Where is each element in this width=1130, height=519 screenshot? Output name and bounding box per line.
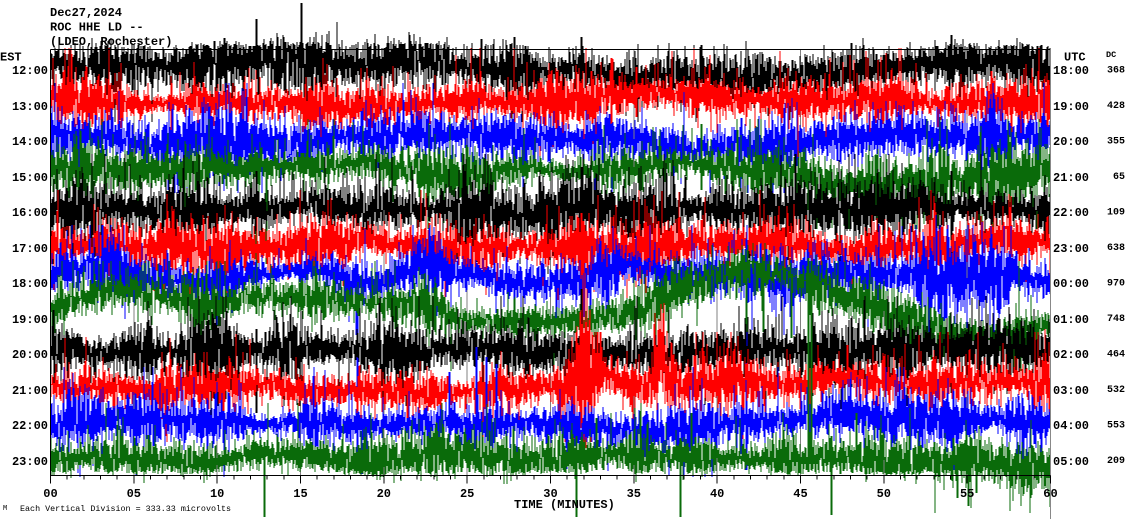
svg-text:12:00: 12:00 [12, 64, 48, 78]
svg-text:18:00: 18:00 [12, 277, 48, 291]
svg-text:05: 05 [127, 487, 141, 501]
svg-text:14:00: 14:00 [12, 135, 48, 149]
svg-text:18:00: 18:00 [1053, 64, 1089, 78]
svg-text:22:00: 22:00 [12, 419, 48, 433]
svg-text:04:00: 04:00 [1053, 419, 1089, 433]
svg-text:15:00: 15:00 [12, 171, 48, 185]
svg-text:970: 970 [1107, 278, 1125, 289]
svg-text:553: 553 [1107, 420, 1125, 431]
svg-text:20: 20 [377, 487, 391, 501]
svg-text:532: 532 [1107, 385, 1125, 396]
svg-text:748: 748 [1107, 314, 1125, 325]
svg-text:00: 00 [43, 487, 57, 501]
svg-text:355: 355 [1107, 136, 1125, 147]
svg-text:35: 35 [627, 487, 641, 501]
svg-text:50: 50 [877, 487, 891, 501]
svg-text:19:00: 19:00 [1053, 100, 1089, 114]
svg-text:30: 30 [543, 487, 557, 501]
svg-text:15: 15 [293, 487, 307, 501]
svg-text:17:00: 17:00 [12, 242, 48, 256]
svg-text:03:00: 03:00 [1053, 384, 1089, 398]
svg-text:20:00: 20:00 [1053, 135, 1089, 149]
svg-text:65: 65 [1113, 172, 1125, 183]
svg-text:10: 10 [210, 487, 224, 501]
svg-text:16:00: 16:00 [12, 206, 48, 220]
svg-text:M: M [3, 505, 7, 513]
svg-text:23:00: 23:00 [12, 455, 48, 469]
svg-text:01:00: 01:00 [1053, 313, 1089, 327]
svg-text:(LDEO, Rochester): (LDEO, Rochester) [50, 35, 172, 49]
svg-text:109: 109 [1107, 207, 1125, 218]
svg-text:25: 25 [460, 487, 474, 501]
svg-text:00:00: 00:00 [1053, 277, 1089, 291]
svg-text:55: 55 [960, 487, 974, 501]
svg-text:21:00: 21:00 [12, 384, 48, 398]
svg-text:Dec27,2024: Dec27,2024 [50, 6, 122, 20]
svg-text:UTC: UTC [1064, 51, 1086, 65]
svg-text:464: 464 [1107, 349, 1125, 360]
svg-text:Each Vertical Division = 333.: Each Vertical Division = 333.33 microvol… [20, 504, 231, 514]
svg-text:EST: EST [0, 51, 22, 65]
svg-text:60: 60 [1043, 487, 1057, 501]
svg-text:TIME (MINUTES): TIME (MINUTES) [514, 498, 615, 512]
svg-text:02:00: 02:00 [1053, 348, 1089, 362]
svg-text:13:00: 13:00 [12, 100, 48, 114]
svg-text:20:00: 20:00 [12, 348, 48, 362]
svg-text:ROC HHE LD --: ROC HHE LD -- [50, 21, 144, 35]
svg-text:368: 368 [1107, 66, 1125, 77]
svg-text:19:00: 19:00 [12, 313, 48, 327]
svg-text:638: 638 [1107, 243, 1125, 254]
svg-text:22:00: 22:00 [1053, 206, 1089, 220]
svg-text:209: 209 [1107, 456, 1125, 467]
svg-text:428: 428 [1107, 101, 1125, 112]
svg-text:40: 40 [710, 487, 724, 501]
svg-text:45: 45 [793, 487, 807, 501]
svg-text:05:00: 05:00 [1053, 455, 1089, 469]
svg-text:21:00: 21:00 [1053, 171, 1089, 185]
svg-text:23:00: 23:00 [1053, 242, 1089, 256]
svg-text:DC: DC [1106, 50, 1116, 60]
